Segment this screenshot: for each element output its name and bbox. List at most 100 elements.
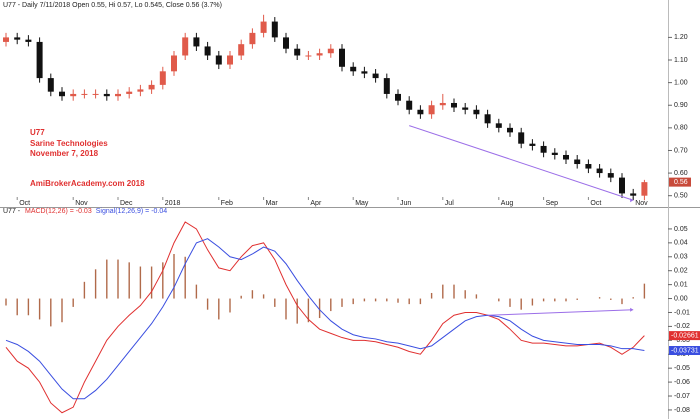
x-tick-label: Aug	[501, 200, 514, 207]
candle-body	[607, 173, 614, 178]
candle-body	[215, 55, 222, 65]
macd-header-prefix: U77 -	[3, 208, 21, 215]
y-tick-label: 0.00	[674, 295, 688, 302]
x-tick-label: Apr	[310, 200, 322, 207]
trend-arrow	[630, 307, 634, 312]
y-tick-label: 1.20	[674, 34, 688, 41]
candle-body	[70, 93, 77, 97]
candle-body	[383, 78, 390, 94]
y-tick-label: -0.07	[674, 393, 690, 400]
candle-body	[305, 55, 312, 57]
candle-body	[462, 107, 469, 110]
x-tick-label: Nov	[635, 200, 648, 207]
candle-body	[137, 89, 144, 92]
x-tick-label: Sep	[546, 200, 559, 207]
x-tick-label: Jul	[445, 200, 454, 207]
signal-legend: Signal(12,26,9) = -0.04	[96, 208, 168, 215]
candle-body	[182, 37, 189, 56]
y-tick-label: 1.10	[674, 57, 688, 64]
candle-body	[428, 105, 435, 115]
candle-body	[339, 48, 345, 67]
x-tick-label: Oct	[19, 200, 30, 207]
y-tick-label: 0.04	[674, 240, 688, 247]
candle-body	[495, 123, 502, 128]
annotation: November 7, 2018	[30, 149, 99, 158]
candle-body	[630, 193, 637, 196]
y-tick-label: -0.05	[674, 365, 690, 372]
candle-body	[574, 159, 581, 165]
y-tick-label: 0.50	[674, 193, 688, 200]
trend-arrow	[630, 198, 634, 203]
x-tick-label: Mar	[266, 200, 279, 207]
y-tick-label: -0.06	[674, 379, 690, 386]
candle-body	[439, 102, 446, 106]
candle-body	[327, 48, 334, 54]
last-value-label: -0.02661	[671, 332, 699, 339]
candle-body	[14, 37, 21, 40]
y-tick-label: 0.02	[674, 268, 688, 275]
y-tick-label: -0.02	[674, 323, 690, 330]
y-tick-label: -0.08	[674, 407, 690, 414]
candle-body	[596, 168, 603, 174]
candle-body	[518, 132, 525, 144]
y-tick-label: 0.90	[674, 102, 688, 109]
candle-body	[540, 145, 547, 153]
trendline	[487, 309, 634, 316]
y-tick-label: -0.01	[674, 309, 690, 316]
candle-body	[619, 177, 625, 194]
y-tick-label: 0.60	[674, 170, 688, 177]
candle-body	[271, 21, 278, 38]
candle-body	[451, 102, 457, 108]
y-tick-label: 0.03	[674, 254, 688, 261]
candle-body	[238, 44, 245, 56]
y-tick-label: 0.05	[674, 226, 688, 233]
candle-body	[529, 143, 536, 146]
candle-body	[25, 39, 32, 42]
macd-legend: MACD(12,26) = -0.03	[25, 208, 92, 215]
candle-body	[641, 182, 648, 196]
candle-body	[193, 37, 200, 47]
candle-body	[36, 41, 43, 79]
annotation: AmiBrokerAcademy.com 2018	[30, 179, 145, 188]
candle-body	[227, 55, 233, 65]
candle-body	[563, 154, 569, 160]
last-value-label: -0.03731	[671, 347, 699, 354]
candle-body	[473, 109, 480, 115]
price-header: U77 - Daily 7/11/2018 Open 0.55, Hi 0.57…	[3, 2, 222, 9]
x-tick-label: Oct	[590, 200, 601, 207]
candle-body	[171, 55, 177, 72]
y-tick-label: 0.01	[674, 281, 688, 288]
candle-body	[126, 91, 133, 94]
candle-body	[406, 100, 413, 110]
candle-body	[115, 93, 121, 97]
x-tick-label: Feb	[221, 200, 233, 207]
candle-body	[507, 127, 513, 133]
candle-body	[294, 48, 301, 56]
candle-body	[350, 66, 357, 72]
last-value-box	[669, 346, 700, 356]
candle-body	[148, 84, 155, 90]
last-value-box	[669, 331, 700, 341]
candle-body	[3, 37, 9, 42]
candle-body	[484, 114, 491, 124]
last-price-label: 0.56	[674, 179, 688, 186]
x-tick-label: Jun	[400, 200, 411, 207]
x-tick-label: 2018	[165, 200, 181, 207]
candle-body	[316, 53, 323, 56]
annotation: Sarine Technologies	[30, 139, 108, 148]
candle-body	[372, 73, 379, 79]
candle-body	[47, 78, 54, 92]
y-tick-label: 0.70	[674, 147, 688, 154]
x-tick-label: May	[355, 200, 369, 207]
candle-body	[417, 109, 424, 115]
candle-body	[204, 46, 211, 56]
candle-body	[585, 164, 592, 169]
candle-body	[249, 32, 256, 45]
trendline	[409, 125, 634, 201]
x-tick-label: Nov	[75, 200, 88, 207]
candle-body	[283, 37, 289, 49]
candle-body	[159, 71, 166, 85]
candle-body	[361, 71, 368, 74]
y-tick-label: 1.00	[674, 79, 688, 86]
